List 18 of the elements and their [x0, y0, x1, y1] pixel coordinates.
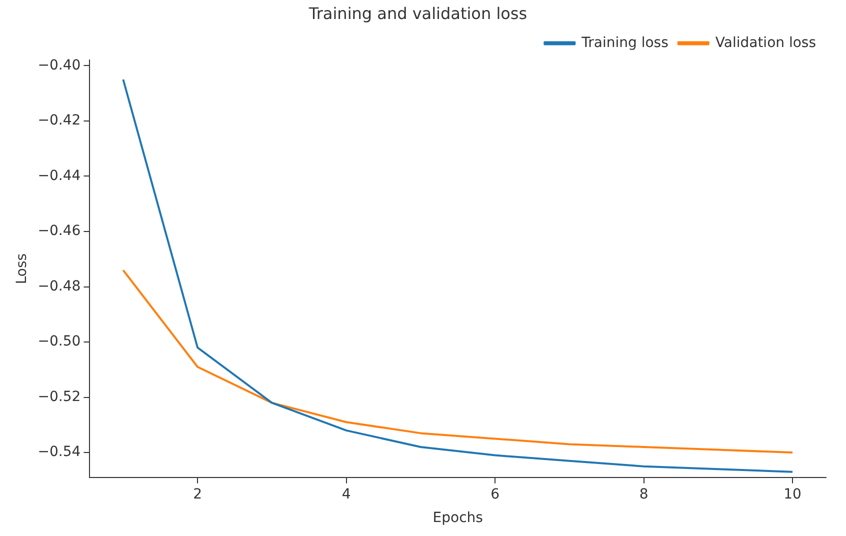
x-tick-label: 2	[193, 486, 202, 502]
x-tick-label: 6	[490, 486, 500, 502]
y-tick-label: −0.44	[38, 168, 81, 184]
chart-title: Training and validation loss	[308, 4, 528, 23]
y-tick-label: −0.52	[38, 388, 81, 405]
x-axis-title: Epochs	[432, 510, 483, 526]
legend-label: Training loss	[580, 34, 668, 51]
x-tick-label: 4	[342, 486, 351, 502]
y-tick-label: −0.42	[38, 112, 81, 129]
y-axis-title: Loss	[14, 253, 30, 284]
y-tick-label: −0.50	[38, 334, 81, 350]
x-tick-label: 8	[639, 486, 648, 502]
y-tick-label: −0.40	[38, 57, 81, 74]
legend-label: Validation loss	[715, 34, 816, 51]
y-tick-label: −0.54	[38, 444, 81, 460]
x-tick-label: 10	[784, 486, 802, 502]
y-tick-label: −0.48	[38, 278, 81, 294]
y-tick-label: −0.46	[38, 223, 81, 240]
